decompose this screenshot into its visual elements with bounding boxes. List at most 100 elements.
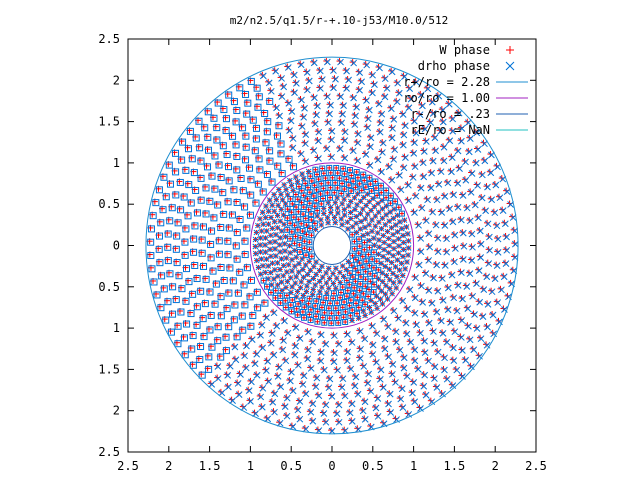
- w-phase-point: [372, 273, 378, 279]
- drho-phase-point: [325, 384, 333, 392]
- drho-phase-point: [441, 354, 448, 362]
- drho-phase-point: [502, 260, 510, 267]
- drho-phase-point: [241, 352, 249, 360]
- drho-phase-point: [189, 332, 197, 340]
- drho-phase-point: [316, 293, 323, 300]
- drho-phase-point: [432, 147, 439, 155]
- drho-phase-point: [454, 203, 462, 211]
- drho-phase-point: [468, 230, 476, 238]
- w-phase-point: [291, 214, 297, 220]
- y-tick-label: 0: [113, 239, 120, 253]
- drho-phase-point: [243, 224, 251, 232]
- drho-phase-point: [289, 387, 297, 395]
- drho-phase-point: [290, 163, 298, 171]
- drho-phase-point: [357, 345, 364, 353]
- drho-phase-point: [222, 333, 230, 341]
- w-phase-point: [336, 175, 342, 181]
- drho-phase-point: [388, 224, 395, 231]
- drho-phase-point: [380, 253, 386, 260]
- drho-phase-point: [257, 271, 264, 277]
- drho-phase-point: [388, 134, 396, 142]
- drho-phase-point: [447, 319, 454, 326]
- drho-phase-point: [267, 339, 275, 347]
- drho-phase-point: [471, 311, 478, 318]
- drho-phase-point: [343, 266, 350, 273]
- drho-phase-point: [434, 234, 442, 242]
- w-phase-point: [334, 300, 340, 306]
- drho-phase-point: [389, 370, 396, 378]
- drho-phase-point: [152, 199, 160, 207]
- drho-phase-point: [443, 235, 450, 243]
- drho-phase-point: [335, 340, 343, 348]
- drho-phase-point: [375, 276, 382, 282]
- drho-phase-point: [282, 233, 289, 240]
- drho-phase-point: [379, 149, 386, 156]
- drho-phase-point: [231, 343, 239, 351]
- drho-phase-point: [284, 64, 292, 71]
- drho-phase-point: [284, 215, 291, 222]
- drho-phase-point: [405, 238, 412, 244]
- drho-phase-point: [392, 264, 399, 270]
- drho-phase-point: [273, 104, 280, 112]
- drho-phase-point: [400, 253, 406, 260]
- w-phase-point: [353, 257, 359, 263]
- drho-phase-point: [224, 163, 232, 171]
- drho-phase-point: [288, 108, 296, 115]
- drho-phase-point: [450, 344, 457, 352]
- drho-phase-point: [371, 81, 378, 88]
- drho-phase-point: [201, 300, 209, 308]
- w-phase-point: [352, 278, 358, 284]
- drho-phase-point: [283, 394, 291, 402]
- drho-phase-point: [444, 284, 452, 292]
- drho-phase-point: [217, 293, 225, 301]
- drho-phase-point: [449, 382, 457, 390]
- drho-phase-point: [424, 85, 432, 93]
- drho-phase-point: [311, 203, 318, 210]
- drho-phase-point: [195, 117, 203, 125]
- drho-phase-point: [400, 364, 408, 372]
- drho-phase-point: [459, 373, 466, 380]
- drho-phase-point: [178, 156, 186, 164]
- y-tick-label: 1: [113, 321, 120, 335]
- drho-phase-point: [296, 335, 304, 342]
- legend-marker: [506, 46, 514, 54]
- drho-phase-point: [187, 310, 195, 318]
- drho-phase-point: [304, 355, 312, 363]
- drho-phase-point: [365, 293, 372, 300]
- drho-phase-point: [224, 237, 232, 245]
- drho-phase-point: [431, 134, 439, 142]
- w-phase-point: [357, 287, 363, 293]
- drho-phase-point: [503, 188, 511, 195]
- w-phase-point: [300, 228, 306, 234]
- drho-phase-point: [422, 138, 430, 145]
- w-phase-point: [308, 317, 314, 323]
- y-tick-label: 1: [113, 156, 120, 170]
- drho-phase-point: [301, 238, 308, 245]
- w-phase-point: [340, 284, 346, 290]
- w-phase-point: [387, 200, 393, 206]
- drho-phase-point: [341, 206, 348, 213]
- drho-phase-point: [377, 296, 384, 302]
- drho-phase-point: [252, 199, 260, 207]
- drho-phase-point: [493, 222, 501, 230]
- drho-phase-point: [476, 227, 484, 235]
- drho-phase-point: [275, 122, 283, 130]
- legend: W phase drho phase r+/ro = 2.28 ro/ro = 1.0…: [403, 43, 528, 137]
- drho-phase-point: [378, 260, 384, 267]
- w-phase-point: [330, 295, 336, 301]
- drho-phase-point: [459, 347, 466, 354]
- drho-phase-point: [427, 119, 435, 126]
- drho-phase-point: [292, 342, 299, 350]
- drho-phase-point: [164, 298, 172, 306]
- drho-phase-point: [411, 346, 419, 354]
- drho-phase-point: [265, 208, 272, 215]
- drho-phase-point: [207, 254, 215, 262]
- drho-phase-point: [404, 231, 411, 237]
- drho-phase-point: [294, 311, 301, 318]
- drho-phase-point: [350, 59, 358, 67]
- drho-phase-point: [306, 311, 313, 318]
- drho-phase-point: [251, 147, 259, 155]
- drho-phase-point: [406, 286, 414, 294]
- drho-phase-point: [274, 162, 282, 170]
- drho-phase-point: [426, 243, 434, 251]
